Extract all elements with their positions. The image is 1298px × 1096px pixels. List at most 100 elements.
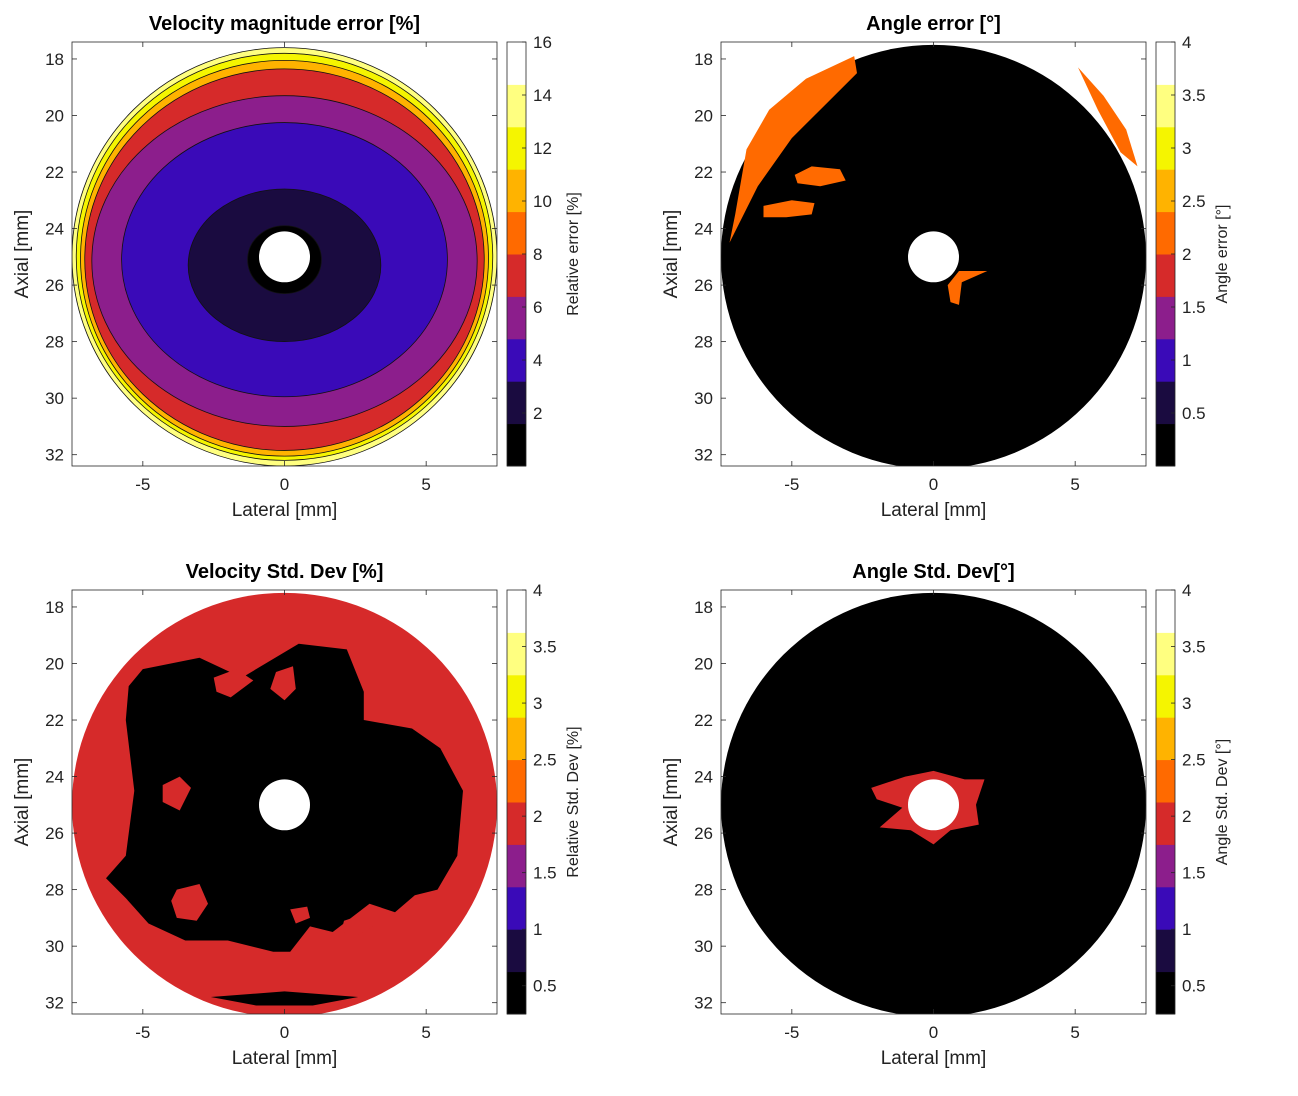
colorbar-band-0 bbox=[1156, 971, 1175, 1015]
y-tick-label: 28 bbox=[694, 881, 713, 900]
y-axis-label: Axial [mm] bbox=[12, 758, 33, 847]
y-tick-label: 20 bbox=[45, 106, 64, 125]
colorbar-label: Relative Std. Dev [%] bbox=[565, 726, 582, 877]
colorbar-tick-label: 0.5 bbox=[1182, 404, 1206, 423]
y-axis-label: Axial [mm] bbox=[661, 758, 682, 847]
y-tick-label: 30 bbox=[694, 389, 713, 408]
x-tick-label: 0 bbox=[929, 475, 938, 494]
y-tick-label: 22 bbox=[694, 711, 713, 730]
colorbar-band-7 bbox=[1156, 126, 1175, 170]
colorbar-tick-label: 1 bbox=[533, 920, 542, 939]
x-tick-label: -5 bbox=[135, 475, 150, 494]
y-tick-label: 30 bbox=[45, 937, 64, 956]
chart-title: Angle Std. Dev[°] bbox=[852, 561, 1014, 583]
y-tick-label: 24 bbox=[694, 768, 713, 787]
chart-svg-velocity-error: Velocity magnitude error [%]-5 0 518202224… bbox=[12, 13, 582, 521]
center-hole bbox=[908, 231, 959, 283]
y-axis-label: Axial [mm] bbox=[12, 210, 33, 299]
data-patch-1 bbox=[171, 884, 208, 921]
chart-svg-angle-std: Angle Std. Dev[°]-5 0 51820222426283032Lat… bbox=[661, 561, 1231, 1069]
colorbar-band-3 bbox=[507, 844, 526, 888]
colorbar-band-9 bbox=[507, 42, 526, 85]
colorbar-tick-label: 4 bbox=[1182, 581, 1191, 600]
x-tick-label: 5 bbox=[1070, 475, 1079, 494]
y-tick-label: 18 bbox=[694, 50, 713, 69]
colorbar-tick-label: 3.5 bbox=[1182, 638, 1206, 657]
colorbar-band-2 bbox=[507, 338, 526, 382]
colorbar-band-7 bbox=[1156, 674, 1175, 718]
x-tick-label: 5 bbox=[421, 1023, 430, 1042]
colorbar-tick-label: 2 bbox=[533, 404, 542, 423]
x-tick-label: -5 bbox=[135, 1023, 150, 1042]
y-tick-label: 18 bbox=[45, 50, 64, 69]
colorbar-band-0 bbox=[1156, 423, 1175, 467]
data-patch-1 bbox=[794, 166, 846, 187]
colorbar-band-4 bbox=[1156, 254, 1175, 297]
colorbar-tick-label: 2.5 bbox=[1182, 192, 1206, 211]
x-tick-label: 0 bbox=[280, 1023, 289, 1042]
colorbar-tick-label: 3.5 bbox=[533, 638, 557, 657]
colorbar-label: Relative error [%] bbox=[565, 192, 582, 316]
chart-title: Velocity magnitude error [%] bbox=[149, 13, 420, 35]
data-patch-3 bbox=[270, 666, 296, 701]
colorbar-band-5 bbox=[1156, 759, 1175, 803]
colorbar-band-9 bbox=[1156, 42, 1175, 85]
y-tick-label: 26 bbox=[45, 276, 64, 295]
data-patch-3 bbox=[947, 271, 988, 305]
colorbar-band-8 bbox=[1156, 84, 1175, 128]
chart-svg-velocity-std: Velocity Std. Dev [%]-5 0 5182022242628303… bbox=[12, 561, 582, 1069]
colorbar-tick-label: 8 bbox=[533, 245, 542, 264]
colorbar-band-1 bbox=[507, 381, 526, 425]
colorbar-band-2 bbox=[1156, 338, 1175, 382]
data-patch-5 bbox=[341, 912, 378, 935]
colorbar-tick-label: 1 bbox=[1182, 351, 1191, 370]
colorbar-band-3 bbox=[1156, 296, 1175, 340]
colorbar-tick-label: 10 bbox=[533, 192, 552, 211]
y-tick-label: 28 bbox=[45, 333, 64, 352]
center-hole bbox=[908, 779, 959, 831]
colorbar-band-8 bbox=[1156, 632, 1175, 676]
colorbar-band-8 bbox=[507, 84, 526, 128]
colorbar-label: Angle Std. Dev [°] bbox=[1214, 739, 1231, 865]
colorbar-band-9 bbox=[507, 590, 526, 633]
y-tick-label: 20 bbox=[694, 654, 713, 673]
y-tick-label: 28 bbox=[45, 881, 64, 900]
data-patch-6 bbox=[290, 906, 310, 924]
data-patch-4 bbox=[1078, 67, 1138, 167]
colorbar-band-6 bbox=[1156, 169, 1175, 213]
plot-content bbox=[721, 44, 1146, 466]
colorbar-tick-label: 4 bbox=[1182, 33, 1191, 52]
y-tick-label: 22 bbox=[45, 163, 64, 182]
colorbar-tick-label: 1.5 bbox=[1182, 864, 1206, 883]
plot-content bbox=[72, 592, 497, 1014]
colorbar-band-4 bbox=[1156, 802, 1175, 845]
colorbar-band-0 bbox=[507, 971, 526, 1015]
colorbar-band-5 bbox=[507, 211, 526, 255]
colorbar-tick-label: 6 bbox=[533, 298, 542, 317]
y-tick-label: 20 bbox=[694, 106, 713, 125]
y-tick-label: 30 bbox=[45, 389, 64, 408]
x-tick-label: -5 bbox=[784, 475, 799, 494]
colorbar-tick-label: 4 bbox=[533, 351, 542, 370]
y-tick-label: 32 bbox=[694, 994, 713, 1013]
colorbar-band-4 bbox=[507, 254, 526, 297]
x-tick-label: -5 bbox=[784, 1023, 799, 1042]
y-tick-label: 32 bbox=[694, 446, 713, 465]
colorbar-band-5 bbox=[507, 759, 526, 803]
plot-content bbox=[72, 47, 497, 466]
colorbar-tick-label: 2 bbox=[1182, 807, 1191, 826]
x-tick-label: 0 bbox=[280, 475, 289, 494]
colorbar-tick-label: 2.5 bbox=[533, 751, 557, 770]
colorbar-tick-label: 3.5 bbox=[1182, 86, 1206, 105]
chart-title: Angle error [°] bbox=[866, 13, 1001, 35]
colorbar-band-6 bbox=[507, 169, 526, 213]
colorbar-tick-label: 2.5 bbox=[1182, 751, 1206, 770]
colorbar-band-7 bbox=[507, 126, 526, 170]
chart-svg-angle-error: Angle error [°]-5 0 51820222426283032Later… bbox=[661, 13, 1231, 521]
colorbar-band-6 bbox=[1156, 717, 1175, 761]
chart-panel-velocity-error: Velocity magnitude error [%] -5 0 5 18 20 22 24… bbox=[0, 0, 649, 548]
colorbar-tick-label: 1 bbox=[1182, 920, 1191, 939]
y-tick-label: 22 bbox=[45, 711, 64, 730]
colorbar-frame bbox=[1155, 589, 1176, 1015]
chart-panel-angle-error: Angle error [°] -5 0 5 18 20 22 24 26 28 30 32 Later… bbox=[649, 0, 1298, 548]
